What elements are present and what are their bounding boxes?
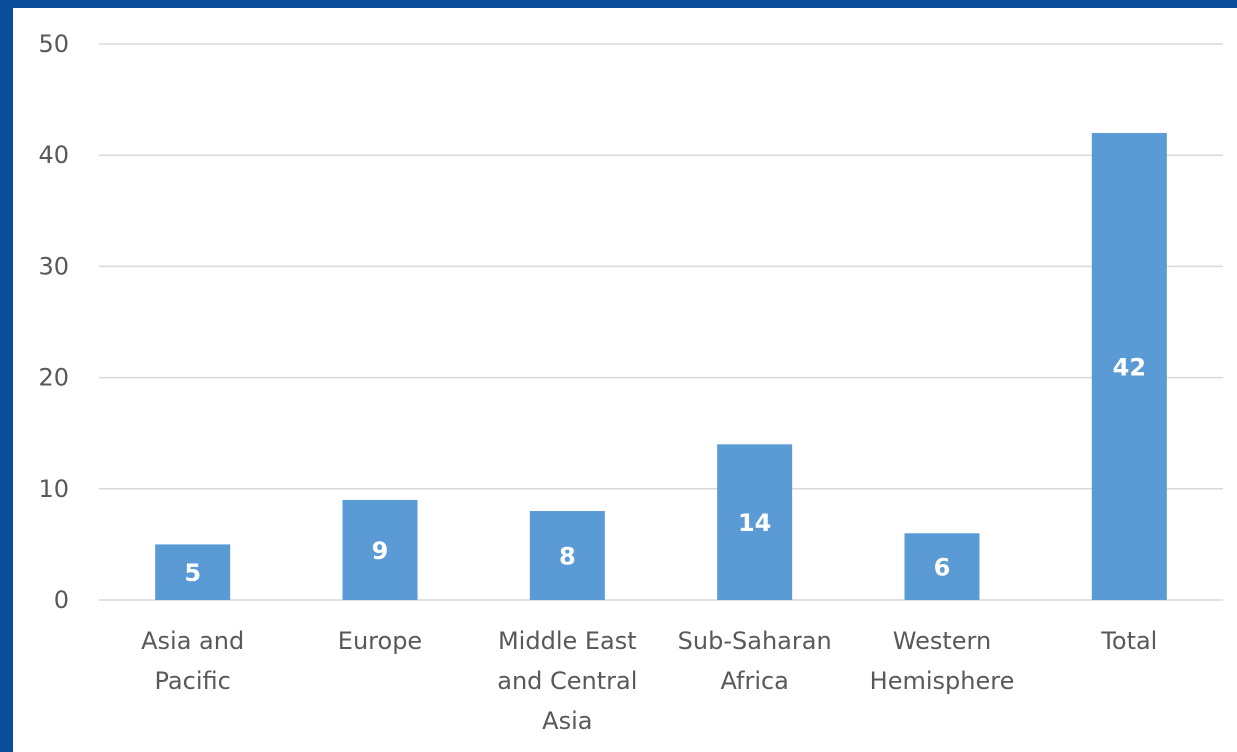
bar-chart: 0 10 20 30 40 50 5 Asia and Pacific 9 Europe 8 Middl… — [38, 30, 1223, 735]
y-tick-label-30: 30 — [38, 252, 69, 280]
data-label-0: 5 — [184, 559, 201, 587]
x-category-label-4: Western Hemisphere — [870, 627, 1015, 695]
bar-3 — [717, 444, 793, 600]
data-label-4: 6 — [934, 554, 951, 582]
x-category-label-line: Total — [1100, 627, 1157, 655]
data-label-5: 42 — [1113, 353, 1146, 381]
x-category-label-line: Western — [893, 627, 991, 655]
y-tick-label-50: 50 — [38, 30, 69, 58]
y-tick-label-20: 20 — [38, 364, 69, 392]
x-category-label-line: Asia and — [141, 627, 244, 655]
x-category-label-0: Asia and Pacific — [141, 627, 244, 695]
x-category-label-line: Africa — [720, 667, 788, 695]
x-category-label-line: Asia — [542, 707, 592, 735]
x-category-label-line: Sub-Saharan — [678, 627, 832, 655]
x-category-label-3: Sub-Saharan Africa — [678, 627, 832, 695]
x-category-label-1: Europe — [338, 627, 422, 655]
y-tick-label-0: 0 — [54, 586, 69, 614]
bar-2 — [529, 511, 605, 600]
data-label-1: 9 — [372, 537, 389, 565]
y-tick-label-40: 40 — [38, 141, 69, 169]
y-tick-label-10: 10 — [38, 475, 69, 503]
bar-5 — [1091, 132, 1167, 600]
x-category-label-5: Total — [1100, 627, 1157, 655]
bar-0 — [155, 544, 231, 600]
x-category-label-line: Hemisphere — [870, 667, 1015, 695]
data-label-3: 14 — [738, 509, 771, 537]
bar-4 — [904, 533, 980, 600]
bar-1 — [342, 499, 418, 600]
x-category-label-2: Middle East and Central Asia — [497, 627, 637, 735]
x-category-label-line: Europe — [338, 627, 422, 655]
x-category-label-line: Pacific — [155, 667, 231, 695]
x-category-label-line: Middle East — [498, 627, 637, 655]
x-category-label-line: and Central — [497, 667, 637, 695]
data-label-2: 8 — [559, 543, 576, 571]
chart-frame: 0 10 20 30 40 50 5 Asia and Pacific 9 Europe 8 Middl… — [13, 8, 1237, 752]
